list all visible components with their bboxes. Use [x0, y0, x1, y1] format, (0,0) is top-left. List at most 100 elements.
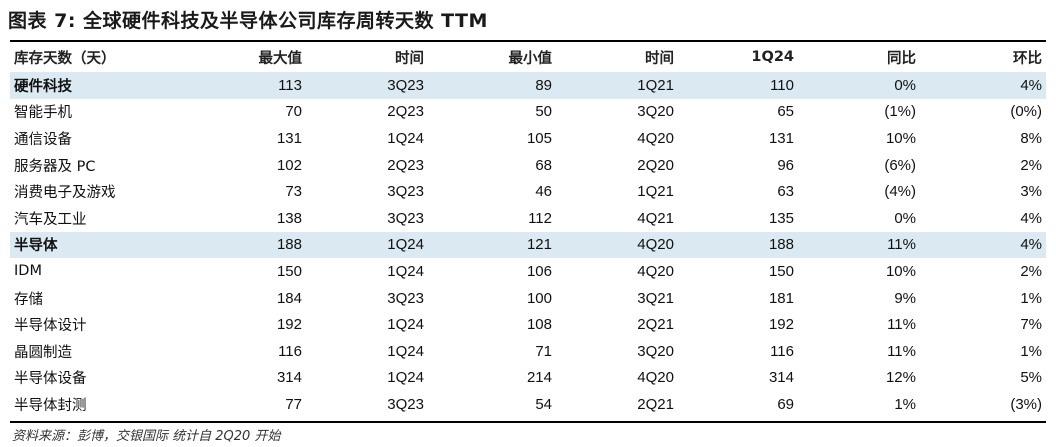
- table-cell: 184: [276, 289, 302, 307]
- column-header: 最小值: [508, 50, 553, 67]
- table-row: 晶圆制造 116 1Q24 71 3Q20 116 11% 1%: [10, 338, 1046, 365]
- table-cell: 1Q24: [387, 262, 424, 280]
- table-cell: 2Q21: [637, 395, 674, 413]
- table-cell: 1%: [1020, 342, 1042, 360]
- row-label: 半导体设备: [14, 371, 87, 388]
- column-header: 最大值: [258, 50, 303, 67]
- table-cell: (0%): [1010, 103, 1042, 121]
- table-cell: 2Q23: [387, 103, 424, 121]
- table-cell: 0%: [798, 72, 920, 99]
- table-cell: 131: [768, 129, 794, 147]
- table-cell: 314: [768, 369, 794, 387]
- table-cell: 1Q24: [387, 342, 424, 360]
- table-cell: 65: [777, 103, 794, 121]
- table-row: 半导体设计 192 1Q24 108 2Q21 192 11% 7%: [10, 311, 1046, 338]
- table-bottom-rule: [10, 421, 1046, 423]
- inventory-days-table: 库存天数（天） 最大值 时间 最小值 时间 1Q24 同比 环比 硬件科技 113…: [10, 42, 1046, 418]
- table-row: 半导体封测 77 3Q23 54 2Q21 69 1% (3%): [10, 391, 1046, 418]
- table-cell: 1Q24: [387, 369, 424, 387]
- table-cell: 214: [526, 369, 552, 387]
- row-label: 消费电子及游戏: [14, 185, 116, 202]
- table-cell: 4%: [920, 72, 1046, 99]
- table-cell: 4Q20: [556, 231, 678, 259]
- table-cell: 2Q20: [637, 156, 674, 174]
- table-cell: 131: [276, 129, 302, 147]
- table-cell: 1Q21: [556, 72, 678, 99]
- table-cell: 96: [777, 156, 794, 174]
- table-cell: 113: [190, 72, 306, 99]
- table-header-row: 库存天数（天） 最大值 时间 最小值 时间 1Q24 同比 环比: [10, 42, 1046, 72]
- table-cell: 3Q20: [637, 342, 674, 360]
- table-group-row: 半导体 188 1Q24 121 4Q20 188 11% 4%: [10, 231, 1046, 259]
- table-cell: 8%: [1020, 129, 1042, 147]
- table-cell: 4Q20: [637, 262, 674, 280]
- table-cell: 4Q20: [637, 369, 674, 387]
- column-header: 库存天数（天）: [14, 50, 116, 67]
- column-header: 时间: [395, 50, 424, 67]
- row-label: 通信设备: [14, 131, 72, 148]
- table-cell: 11%: [887, 342, 916, 360]
- table-cell: 3Q20: [637, 103, 674, 121]
- table-cell: 1Q24: [387, 129, 424, 147]
- table-cell: 89: [428, 72, 556, 99]
- table-cell: 11%: [798, 231, 920, 259]
- column-header: 环比: [1013, 50, 1042, 67]
- table-cell: 135: [768, 209, 794, 227]
- table-cell: 102: [276, 156, 302, 174]
- table-cell: (4%): [884, 183, 916, 201]
- table-cell: 1Q24: [387, 316, 424, 334]
- table-cell: 116: [278, 342, 302, 360]
- table-cell: 77: [285, 395, 302, 413]
- table-row: 半导体设备 314 1Q24 214 4Q20 314 12% 5%: [10, 365, 1046, 392]
- table-cell: 192: [768, 316, 794, 334]
- table-cell: 106: [526, 262, 552, 280]
- table-cell: 188: [678, 231, 798, 259]
- table-cell: 0%: [894, 209, 916, 227]
- table-cell: 2Q23: [387, 156, 424, 174]
- table-cell: 181: [768, 289, 794, 307]
- table-cell: 108: [526, 316, 552, 334]
- table-cell: 116: [770, 342, 794, 360]
- table-row: 服务器及 PC 102 2Q23 68 2Q20 96 (6%) 2%: [10, 152, 1046, 179]
- table-cell: 3Q21: [637, 289, 674, 307]
- table-cell: 2Q21: [637, 316, 674, 334]
- table-cell: 188: [190, 231, 306, 259]
- row-label: 硬件科技: [10, 72, 190, 99]
- row-label: 汽车及工业: [14, 211, 87, 228]
- table-cell: 9%: [894, 289, 916, 307]
- table-cell: 70: [285, 103, 302, 121]
- row-label: 半导体封测: [14, 397, 87, 414]
- row-label: 服务器及 PC: [14, 158, 96, 175]
- row-label: 半导体: [10, 231, 190, 259]
- table-cell: 71: [535, 342, 552, 360]
- table-cell: 105: [526, 129, 552, 147]
- table-row: 智能手机 70 2Q23 50 3Q20 65 (1%) (0%): [10, 99, 1046, 126]
- table-top-rule: [10, 40, 1046, 42]
- table-cell: 121: [428, 231, 556, 259]
- table-cell: (1%): [884, 103, 916, 121]
- row-label: 半导体设计: [14, 318, 87, 335]
- table-cell: 138: [276, 209, 302, 227]
- table-row: 通信设备 131 1Q24 105 4Q20 131 10% 8%: [10, 125, 1046, 152]
- table-cell: 69: [777, 395, 794, 413]
- table-cell: 63: [777, 183, 794, 201]
- table-cell: 2%: [1020, 262, 1042, 280]
- table-cell: 112: [528, 209, 552, 227]
- table-cell: 3Q23: [387, 395, 424, 413]
- table-cell: 3%: [1020, 183, 1042, 201]
- row-label: 存储: [14, 291, 43, 308]
- table-cell: (6%): [884, 156, 916, 174]
- table-group-row: 硬件科技 113 3Q23 89 1Q21 110 0% 4%: [10, 72, 1046, 99]
- table-cell: 12%: [885, 369, 916, 387]
- column-header: 时间: [645, 50, 674, 67]
- table-cell: (3%): [1010, 395, 1042, 413]
- table-cell: 4%: [920, 231, 1046, 259]
- table-cell: 73: [285, 183, 302, 201]
- table-cell: 4Q21: [637, 209, 674, 227]
- table-cell: 1Q24: [306, 231, 428, 259]
- table-cell: 7%: [1020, 316, 1042, 334]
- table-cell: 3Q23: [387, 289, 424, 307]
- table-cell: 1Q21: [637, 183, 674, 201]
- column-header: 同比: [887, 50, 916, 67]
- table-cell: 3Q23: [306, 72, 428, 99]
